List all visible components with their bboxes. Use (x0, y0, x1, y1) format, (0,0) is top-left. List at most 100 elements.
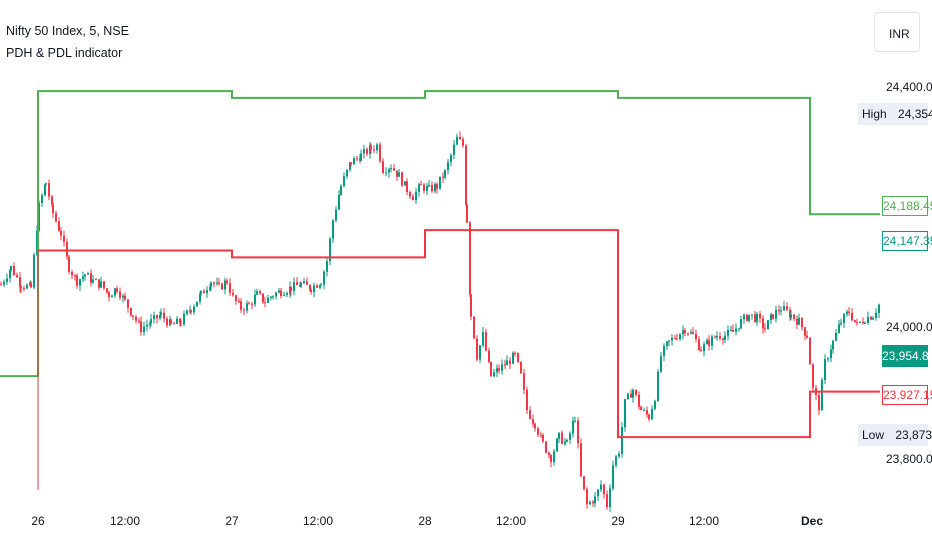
candle (248, 301, 250, 305)
candle (283, 291, 285, 297)
candle (796, 315, 798, 330)
indicator-title[interactable]: PDH & PDL indicator (6, 46, 123, 60)
candle (690, 329, 692, 335)
candle (369, 141, 371, 159)
candle (830, 344, 832, 363)
candle (447, 159, 449, 175)
candle (52, 202, 54, 218)
x-axis-tick: 12:00 (302, 514, 334, 528)
pdl-price-label: 23,927.15 (882, 385, 932, 405)
low-tag: Low 23,873.35 (858, 424, 932, 446)
candle (751, 314, 753, 320)
candle (764, 323, 766, 333)
candle (674, 335, 676, 340)
candle (216, 277, 218, 286)
candle (146, 319, 148, 332)
candle (512, 351, 514, 365)
candle (404, 181, 406, 186)
candle (812, 362, 814, 393)
pdh-line (0, 90, 880, 378)
candle (835, 329, 837, 342)
candle (6, 273, 8, 286)
candle (382, 158, 384, 175)
candle (770, 312, 772, 325)
candle (851, 308, 853, 322)
symbol-title[interactable]: Nifty 50 Index, 5, NSE (6, 24, 129, 38)
candle (111, 294, 113, 298)
candle (540, 431, 542, 438)
candle (574, 416, 576, 423)
currency-button[interactable]: INR (874, 12, 920, 52)
candle (624, 398, 626, 432)
candle (379, 142, 381, 164)
candle (716, 331, 718, 341)
candle (415, 187, 417, 204)
candle (114, 287, 116, 298)
candle (821, 377, 823, 411)
candle (267, 294, 269, 304)
candle (210, 281, 212, 291)
candle (84, 273, 86, 281)
candle (116, 285, 118, 294)
candle (832, 339, 834, 354)
candle (442, 172, 444, 183)
candle (711, 334, 713, 351)
candle (824, 354, 826, 385)
candle (90, 269, 92, 287)
candle (875, 308, 877, 321)
candle (703, 341, 705, 357)
candle (200, 290, 202, 296)
candle (272, 295, 274, 300)
last-price-label: 23,954.85 (882, 345, 932, 367)
candle (264, 296, 266, 308)
candle (550, 453, 552, 468)
candle (127, 298, 129, 313)
candle (213, 281, 215, 288)
x-axis-tick: 29 (611, 514, 625, 528)
candle (370, 143, 372, 154)
candle (735, 323, 737, 336)
candle (479, 345, 481, 363)
candle (609, 484, 611, 512)
candle (23, 285, 25, 292)
candle (572, 416, 574, 438)
candle (476, 335, 478, 362)
candle (360, 149, 362, 162)
candle (251, 301, 253, 310)
candle (160, 308, 162, 318)
candle (412, 193, 414, 201)
candle (660, 352, 662, 374)
candle (493, 368, 495, 378)
candle (346, 169, 348, 179)
candle (789, 306, 791, 321)
level-lines (0, 90, 880, 490)
candle (719, 331, 721, 341)
candle (353, 156, 355, 165)
candle (119, 287, 121, 301)
candle (156, 314, 158, 324)
candle (501, 359, 503, 375)
candle (132, 315, 134, 321)
candle (55, 210, 57, 223)
candle (786, 302, 788, 312)
candle (82, 271, 84, 283)
candle (592, 500, 594, 507)
candle (732, 324, 734, 332)
candle (420, 180, 422, 186)
candle (462, 136, 464, 148)
candle (243, 307, 245, 315)
candle (583, 476, 585, 491)
candle (790, 309, 792, 321)
candle (676, 333, 678, 341)
candle (439, 176, 441, 191)
candle (63, 230, 65, 247)
candle (545, 440, 547, 454)
candle (280, 287, 282, 299)
candle (730, 325, 732, 332)
candle (303, 277, 305, 285)
candle (597, 488, 599, 501)
candle (646, 406, 648, 418)
candle (748, 314, 750, 323)
candle (256, 288, 258, 296)
